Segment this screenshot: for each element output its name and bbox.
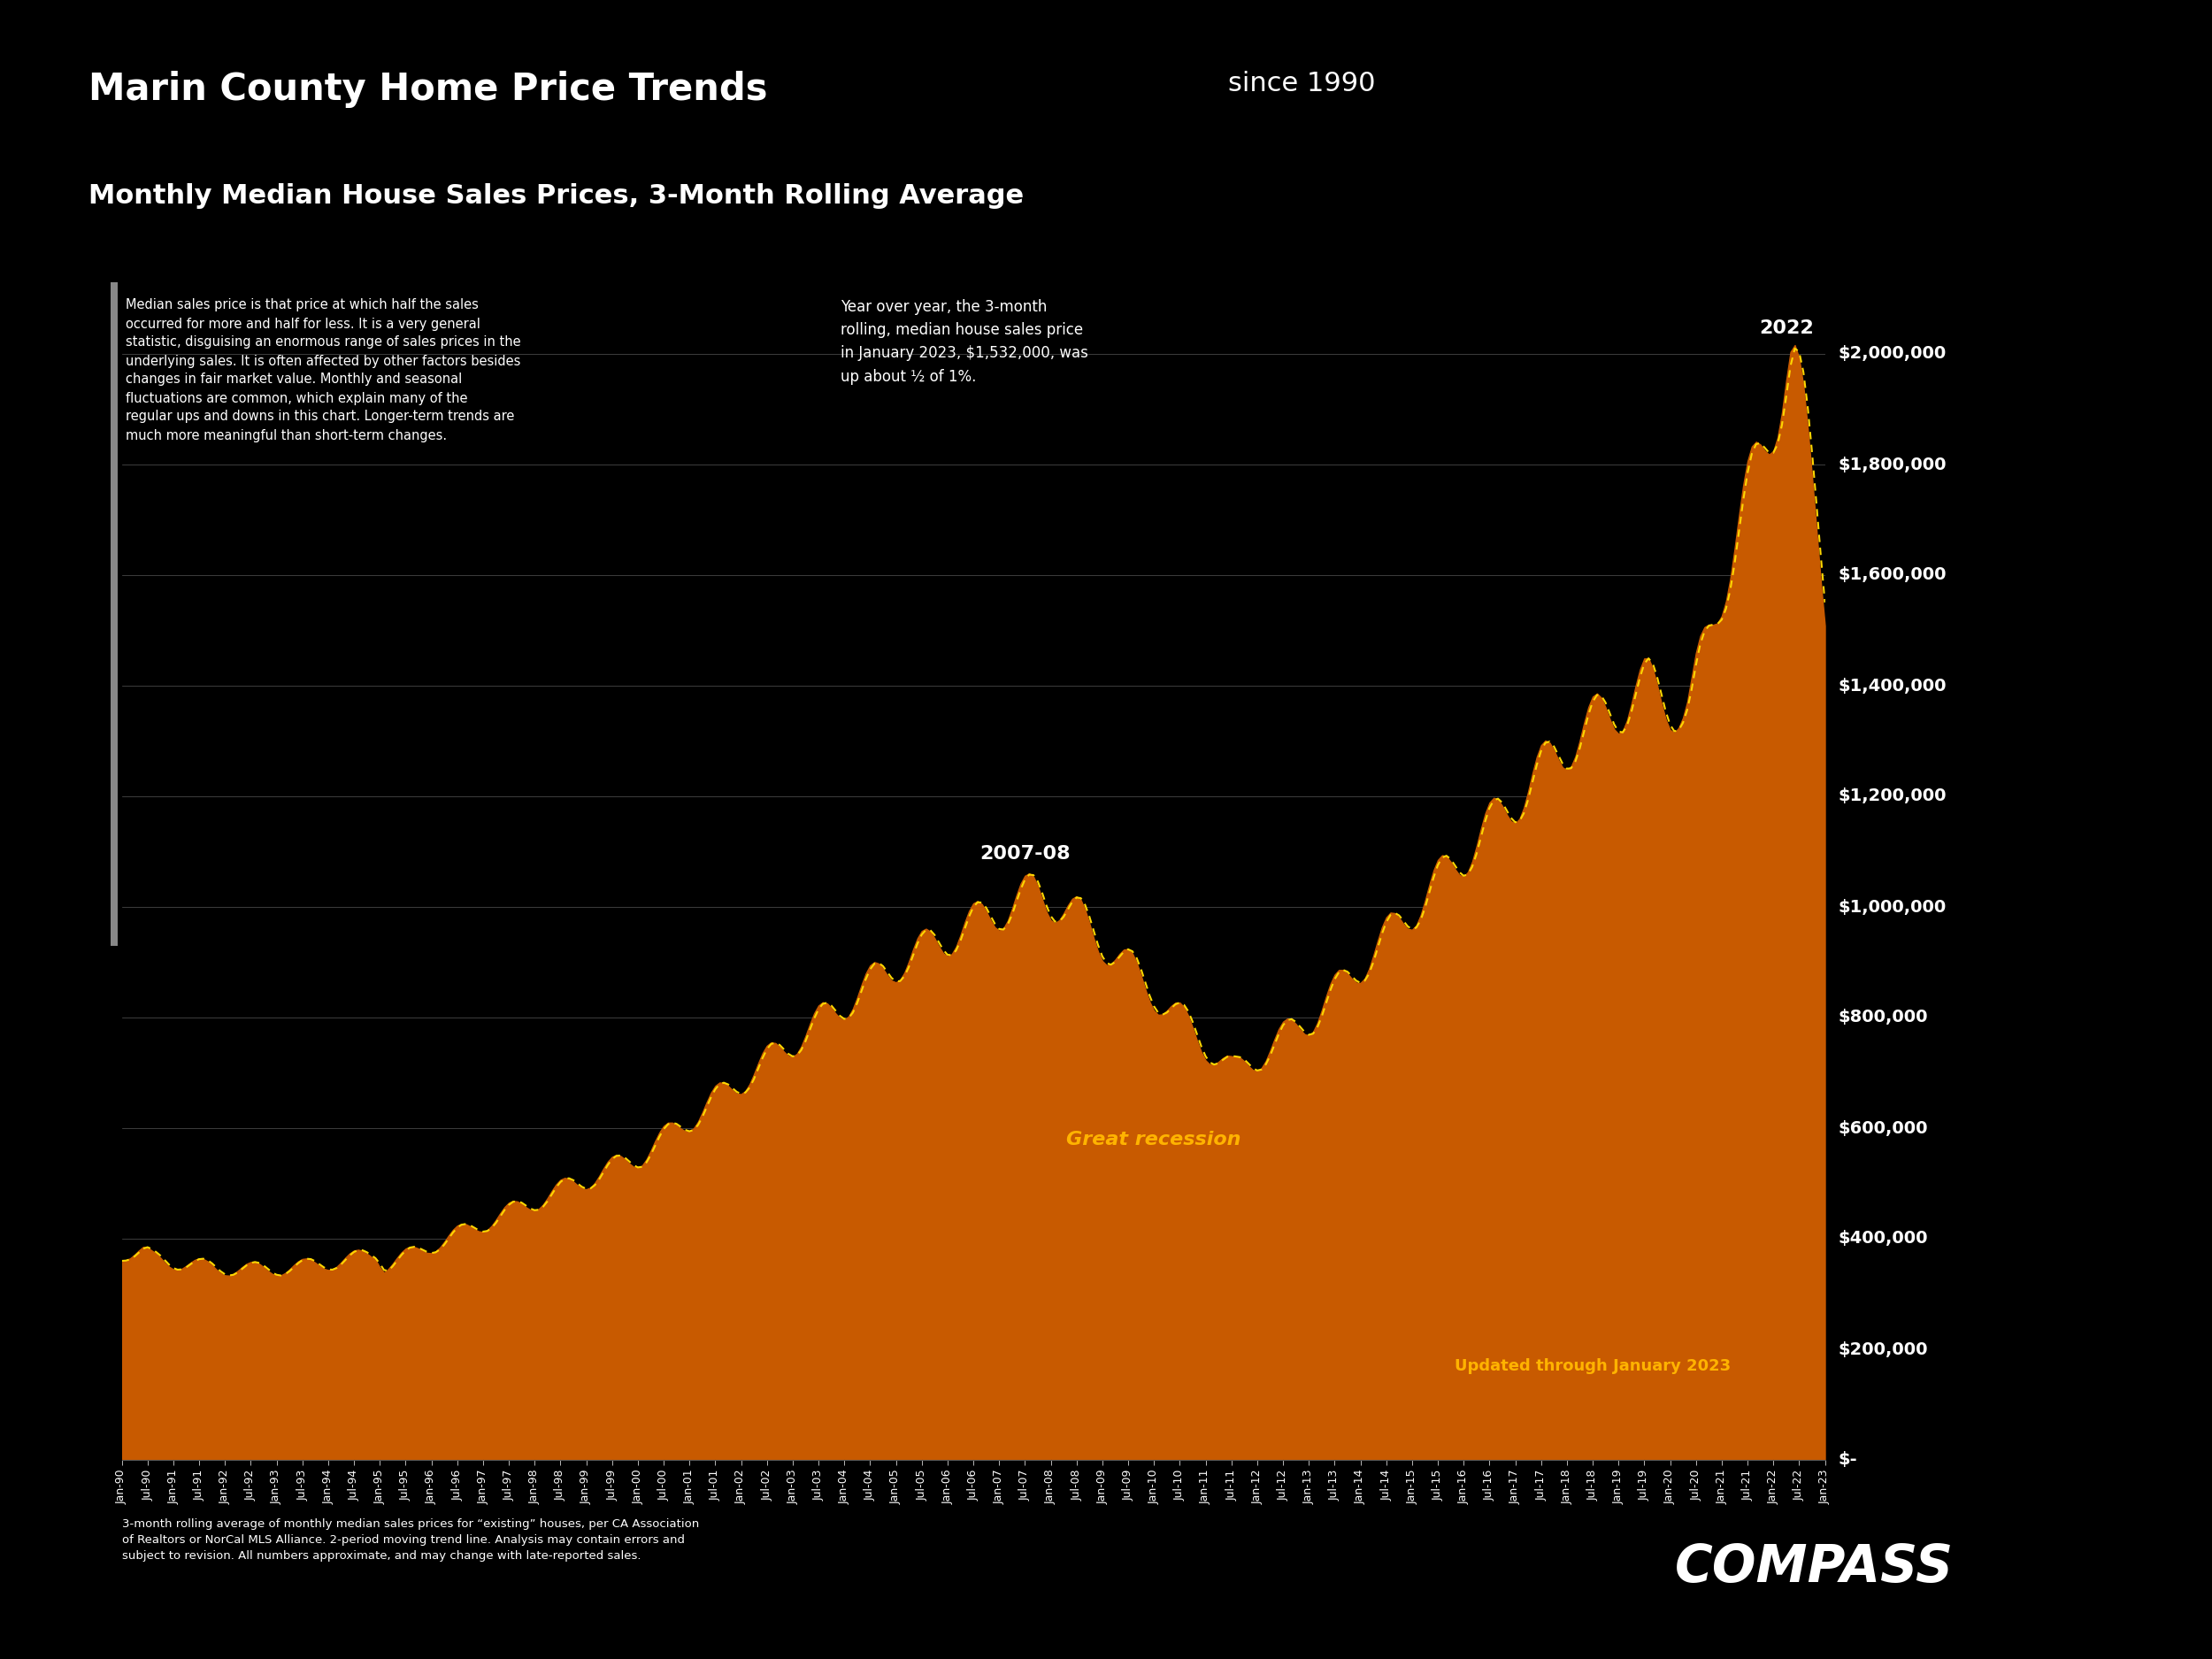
- Text: COMPASS: COMPASS: [1674, 1543, 1953, 1593]
- Text: $200,000: $200,000: [1838, 1340, 1929, 1357]
- Text: Great recession: Great recession: [1066, 1130, 1241, 1148]
- Text: Monthly Median House Sales Prices, 3-Month Rolling Average: Monthly Median House Sales Prices, 3-Mon…: [88, 182, 1024, 209]
- Text: Median sales price is that price at which half the sales
occurred for more and h: Median sales price is that price at whic…: [126, 299, 522, 441]
- Text: $1,000,000: $1,000,000: [1838, 899, 1947, 916]
- Text: $400,000: $400,000: [1838, 1231, 1929, 1248]
- Text: $2,000,000: $2,000,000: [1838, 345, 1947, 362]
- Text: $1,600,000: $1,600,000: [1838, 567, 1947, 584]
- Text: Year over year, the 3-month
rolling, median house sales price
in January 2023, $: Year over year, the 3-month rolling, med…: [841, 299, 1088, 385]
- Text: $-: $-: [1838, 1452, 1858, 1468]
- Text: 2007-08: 2007-08: [980, 844, 1071, 863]
- Text: $1,800,000: $1,800,000: [1838, 456, 1947, 473]
- Text: Marin County Home Price Trends: Marin County Home Price Trends: [88, 70, 768, 108]
- Text: $600,000: $600,000: [1838, 1120, 1929, 1136]
- Text: $1,400,000: $1,400,000: [1838, 677, 1947, 693]
- Text: 2022: 2022: [1759, 320, 1814, 337]
- Text: 3-month rolling average of monthly median sales prices for “existing” houses, pe: 3-month rolling average of monthly media…: [122, 1518, 699, 1561]
- Text: since 1990: since 1990: [1228, 70, 1376, 96]
- Text: $800,000: $800,000: [1838, 1009, 1929, 1025]
- Text: Updated through January 2023: Updated through January 2023: [1455, 1359, 1730, 1374]
- Text: $1,200,000: $1,200,000: [1838, 788, 1947, 805]
